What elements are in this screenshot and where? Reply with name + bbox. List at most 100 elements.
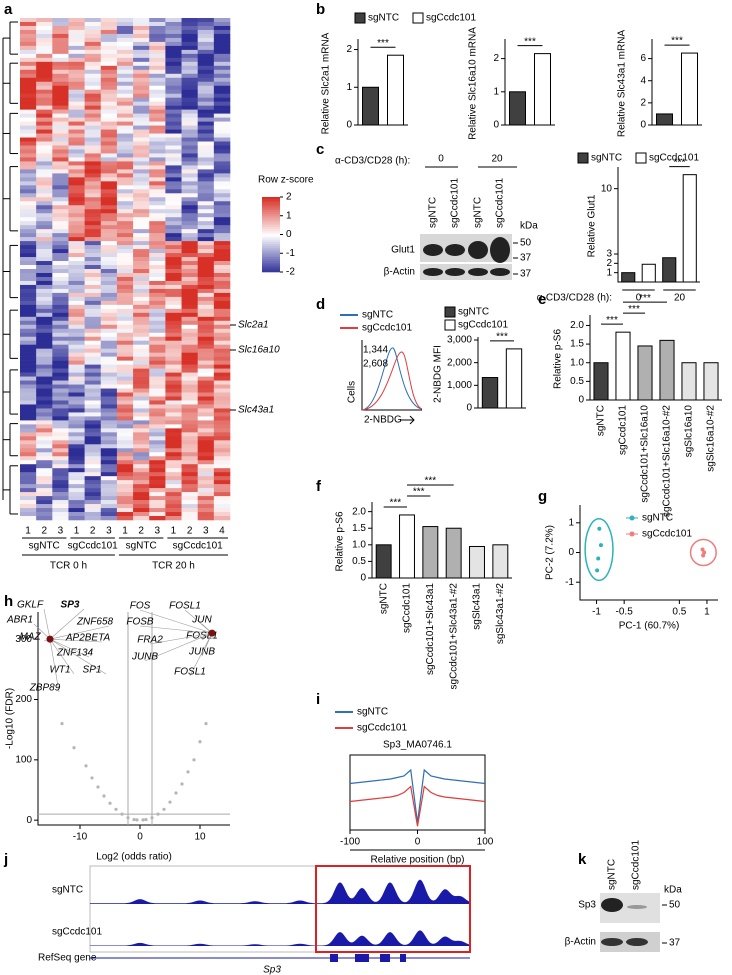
heatmap-cell — [52, 480, 69, 485]
heatmap-cell — [36, 464, 53, 469]
heatmap-cell — [52, 364, 69, 369]
gene-annotation: MAZ — [19, 632, 41, 643]
heatmap-cell — [116, 113, 134, 118]
colorbar — [262, 264, 280, 267]
heatmap-cell — [116, 201, 134, 206]
heatmap-cell — [100, 173, 118, 178]
heatmap-cell — [181, 404, 198, 409]
group-label: sgNTC — [126, 541, 157, 552]
heatmap-cell — [84, 484, 102, 489]
heatmap-cell — [84, 272, 102, 278]
heatmap-cell — [84, 444, 102, 449]
heatmap-cell — [133, 173, 150, 178]
heatmap-cell — [116, 384, 134, 389]
heatmap-cell — [149, 316, 166, 322]
heatmap-cell — [20, 265, 37, 270]
heatmap-cell — [68, 368, 85, 373]
heatmap-cell — [165, 49, 182, 55]
heatmap-cell — [197, 512, 215, 517]
heatmap-cell — [197, 452, 215, 457]
heatmap-cell — [181, 177, 198, 182]
heatmap-cell — [181, 205, 198, 210]
heatmap-cell — [20, 141, 37, 146]
heatmap-cell — [68, 165, 85, 170]
heatmap-cell — [165, 432, 182, 437]
band — [627, 905, 647, 909]
x-tick-label: -10 — [73, 832, 88, 843]
point — [126, 816, 130, 820]
heatmap-cell — [149, 137, 166, 142]
heatmap-cell — [100, 276, 118, 282]
heatmap-cell — [20, 368, 37, 373]
heatmap-cell — [197, 272, 215, 278]
heatmap-cell — [68, 129, 85, 134]
heatmap-cell — [165, 45, 182, 51]
heatmap-cell — [149, 149, 166, 154]
heatmap-cell — [213, 288, 231, 294]
heatmap-cell — [100, 516, 118, 521]
heatmap-cell — [52, 61, 69, 67]
heatmap-cell — [197, 416, 215, 421]
heatmap-cell — [84, 169, 102, 174]
colorbar — [262, 245, 280, 248]
heatmap-cell — [100, 388, 118, 393]
heatmap-cell — [149, 312, 166, 318]
heatmap-cell — [20, 81, 37, 87]
heatmap-cell — [213, 153, 231, 158]
heatmap-cell — [20, 257, 37, 262]
heatmap-cell — [116, 217, 134, 222]
refseq-label: RefSeq gene — [38, 953, 97, 964]
heatmap-cell — [116, 77, 134, 83]
heatmap-cell — [165, 316, 182, 322]
kda-label: kDa — [664, 885, 682, 896]
heatmap-cell — [181, 53, 198, 59]
heatmap-cell — [116, 133, 134, 138]
column-label: 2 — [90, 526, 96, 537]
heatmap-cell — [100, 428, 118, 433]
heatmap-cell — [100, 33, 118, 39]
heatmap-cell — [213, 376, 231, 381]
heatmap-cell — [181, 388, 198, 393]
heatmap-cell — [52, 21, 69, 27]
x-tick-label: 10 — [194, 832, 206, 843]
heatmap-cell — [36, 336, 53, 342]
heatmap-cell — [165, 61, 182, 67]
heatmap-cell — [84, 280, 102, 286]
heatmap-cell — [149, 133, 166, 138]
heatmap-cell — [133, 376, 150, 381]
heatmap-cell — [100, 488, 118, 493]
heatmap-cell — [213, 416, 231, 421]
heatmap-cell — [181, 89, 198, 94]
panel-label: j — [3, 851, 8, 868]
heatmap-cell — [84, 89, 102, 94]
heatmap-cell — [197, 436, 215, 441]
heatmap-cell — [84, 428, 102, 433]
heatmap-cell — [165, 420, 182, 425]
heatmap-cell — [197, 308, 215, 314]
heatmap-cell — [149, 197, 166, 202]
bar — [362, 86, 379, 126]
heatmap-cell — [20, 396, 37, 401]
heatmap-cell — [197, 492, 215, 497]
heatmap-cell — [197, 476, 215, 481]
kda-label: kDa — [520, 221, 538, 232]
column-label: 1 — [122, 526, 128, 537]
heatmap-cell — [52, 308, 69, 314]
heatmap-cell — [197, 428, 215, 433]
heatmap-cell — [84, 276, 102, 282]
heatmap-cell — [213, 312, 231, 318]
heatmap-cell — [116, 21, 134, 27]
heatmap-cell — [100, 261, 118, 266]
heatmap-cell — [165, 356, 182, 361]
heatmap-cell — [181, 221, 198, 226]
heatmap-cell — [36, 205, 53, 210]
heatmap-cell — [100, 161, 118, 166]
heatmap-cell — [84, 404, 102, 409]
heatmap-cell — [213, 241, 231, 246]
heatmap-cell — [36, 272, 53, 278]
gene-annotation: JUNB — [188, 647, 215, 658]
heatmap-cell — [116, 229, 134, 234]
heatmap-cell — [116, 169, 134, 174]
heatmap-cell — [20, 233, 37, 238]
heatmap-cell — [197, 45, 215, 51]
